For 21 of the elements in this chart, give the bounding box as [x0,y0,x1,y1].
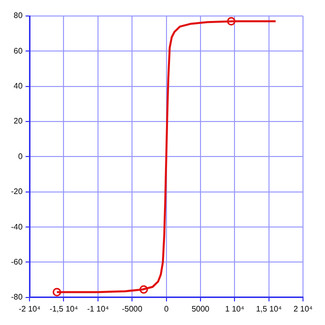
y-tick-label: -80 [11,292,24,302]
x-tick-label: 1 10⁴ [225,304,245,314]
x-tick-label: 1,5 10⁴ [256,304,282,314]
y-tick-label: 20 [14,116,24,126]
y-tick-label: 60 [14,46,24,56]
x-tick-label: -1 10⁴ [87,304,110,314]
x-tick-label: -2 10⁴ [18,304,41,314]
y-tick-label: 0 [18,152,24,161]
point [52,288,62,296]
y-tick-label: 80 [14,11,24,20]
y-tick-label: -40 [11,222,24,232]
x-tick-label: -5000 [122,304,143,314]
point [139,285,148,294]
point [226,17,236,26]
x-tick-label: 2 10⁴ [293,304,314,314]
x-tick-label: 0 [164,304,170,314]
x-tick-label: 5000 [192,304,210,314]
y-tick-label: 40 [14,82,24,91]
x-tick-label: -1,5 10⁴ [50,304,78,314]
y-tick-label: -20 [11,187,24,196]
y-tick-label: -60 [11,257,24,266]
